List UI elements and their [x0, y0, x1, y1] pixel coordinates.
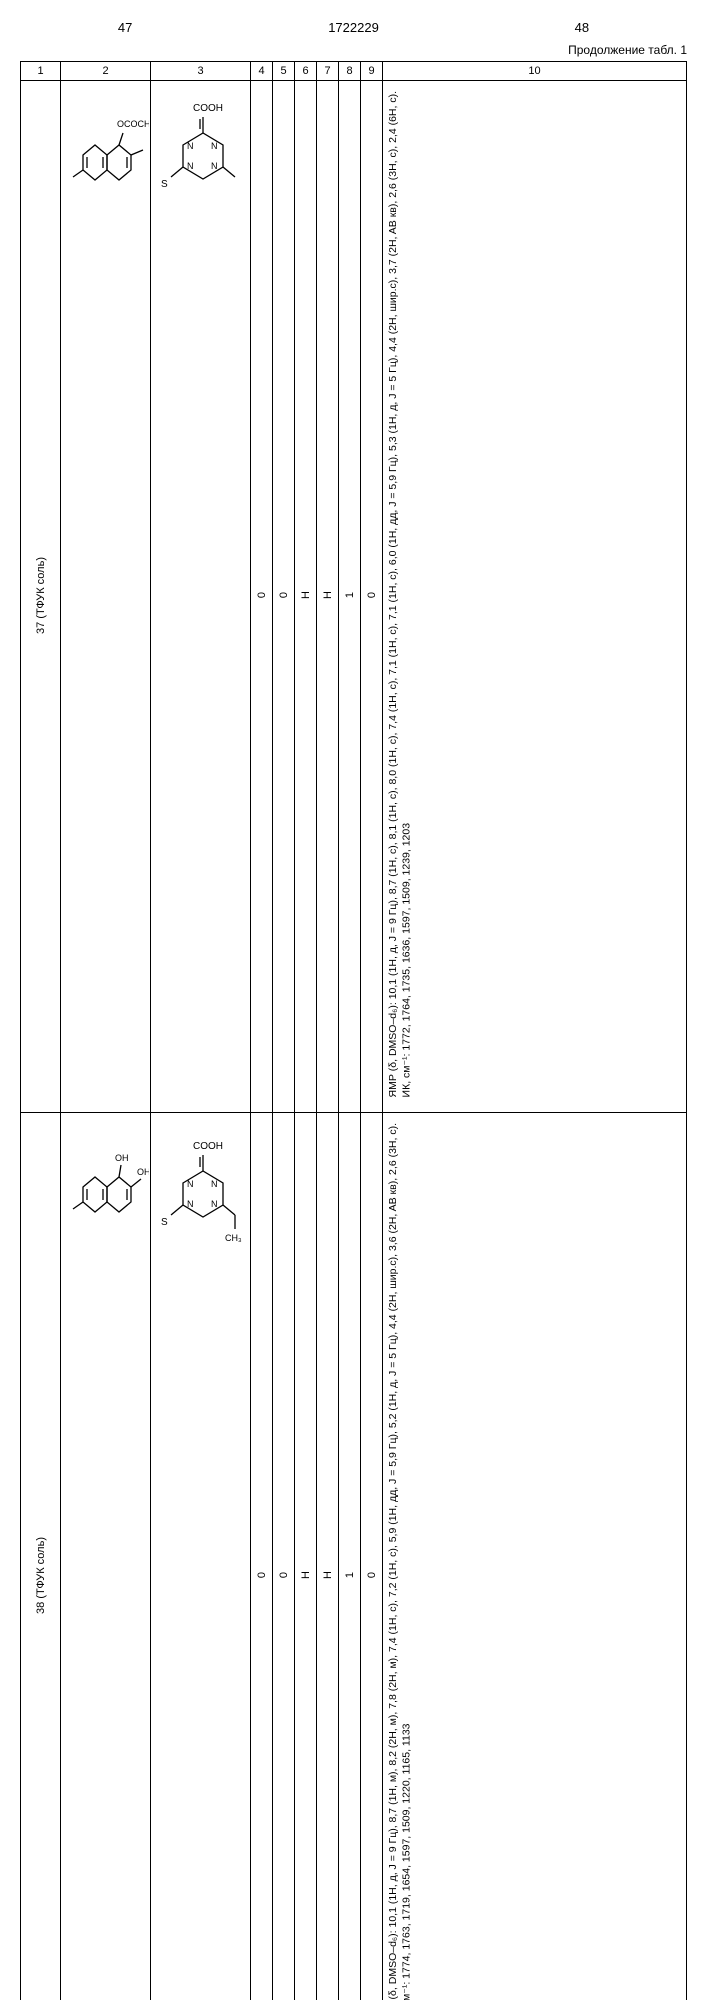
chem-structure-icon: N N N N COOH CH₃ S [153, 1117, 249, 1257]
cell-value: 0 [278, 586, 290, 604]
chem-label: COOH [193, 103, 223, 114]
col-header: 2 [61, 62, 151, 81]
spectra-cell: ЯМР (δ, DMSO–d₆): 10,1 (1H, д, J = 9 Гц)… [383, 1113, 687, 2000]
n-label: N [211, 1179, 218, 1189]
cell-value: H [300, 1565, 312, 1585]
cell-value: 0 [256, 586, 268, 604]
cell-value: 0 [256, 1566, 268, 1584]
cell-value: 0 [366, 1566, 378, 1584]
chem-label: S [161, 179, 168, 190]
structure-col3: N N N N COOH CH₃ S [151, 1113, 251, 2000]
ir-text: ИК, см⁻¹: 1774, 1763, 1719, 1654, 1597, … [401, 1724, 413, 2000]
spectra-cell: ЯМР (δ, DMSO–d₆): 10,1 (1H, д, J = 9 Гц)… [383, 81, 687, 1113]
chem-label: OH [137, 1167, 149, 1177]
n-label: N [211, 161, 218, 171]
nmr-text: ЯМР (δ, DMSO–d₆): 10,1 (1H, д, J = 9 Гц)… [387, 91, 399, 1097]
nmr-text: ЯМР (δ, DMSO–d₆): 10,1 (1H, д, J = 9 Гц)… [387, 1123, 399, 2000]
cell-value: H [300, 585, 312, 605]
cell-value: 1 [344, 1566, 356, 1584]
n-label: N [187, 161, 194, 171]
col-header: 6 [295, 62, 317, 81]
chem-label: OCOCH₃ [117, 119, 149, 129]
structure-col2: OCOCH₃ OCOCH₃ [61, 81, 151, 1113]
cell-value: 1 [344, 586, 356, 604]
ir-text: ИК, см⁻¹: 1772, 1764, 1735, 1636, 1597, … [401, 823, 413, 1098]
chem-label: COOH [193, 1141, 223, 1152]
structure-col3: N N N N COOH S [151, 81, 251, 1113]
chem-structure-icon: OH OH [63, 1117, 149, 1247]
chem-structure-icon: OCOCH₃ OCOCH₃ [63, 85, 149, 215]
col-header: 3 [151, 62, 251, 81]
chem-structure-icon: N N N N COOH S [153, 85, 249, 215]
n-label: N [211, 1199, 218, 1209]
page-header: 47 1722229 48 [20, 20, 687, 35]
chem-label: S [161, 1217, 168, 1228]
table-row: 38 (ТФУК соль) OH OH [21, 1113, 687, 2000]
n-label: N [187, 1179, 194, 1189]
col-header: 10 [383, 62, 687, 81]
cell-value: 0 [366, 586, 378, 604]
structure-col2: OH OH [61, 1113, 151, 2000]
page-num-right: 48 [575, 20, 589, 35]
col-header: 1 [21, 62, 61, 81]
col-header: 5 [273, 62, 295, 81]
chem-label: CH₃ [225, 1233, 242, 1243]
col-header: 9 [361, 62, 383, 81]
col-header: 7 [317, 62, 339, 81]
cell-value: 0 [278, 1566, 290, 1584]
chem-label: OH [115, 1153, 129, 1163]
n-label: N [187, 1199, 194, 1209]
col-header: 8 [339, 62, 361, 81]
table-caption: Продолжение табл. 1 [20, 43, 687, 57]
table-row: 37 (ТФУК соль) OCOCH₃ [21, 81, 687, 1113]
n-label: N [211, 141, 218, 151]
page-num-left: 47 [118, 20, 132, 35]
compound-id: 38 (ТФУК соль) [35, 1531, 47, 1620]
cell-value: H [322, 585, 334, 605]
col-header: 4 [251, 62, 273, 81]
table-header-row: 1 2 3 4 5 6 7 8 9 10 [21, 62, 687, 81]
cell-value: H [322, 1565, 334, 1585]
compound-id: 37 (ТФУК соль) [35, 551, 47, 640]
document-number: 1722229 [328, 20, 379, 35]
n-label: N [187, 141, 194, 151]
data-table: 1 2 3 4 5 6 7 8 9 10 37 (ТФУК соль) [20, 61, 687, 2000]
